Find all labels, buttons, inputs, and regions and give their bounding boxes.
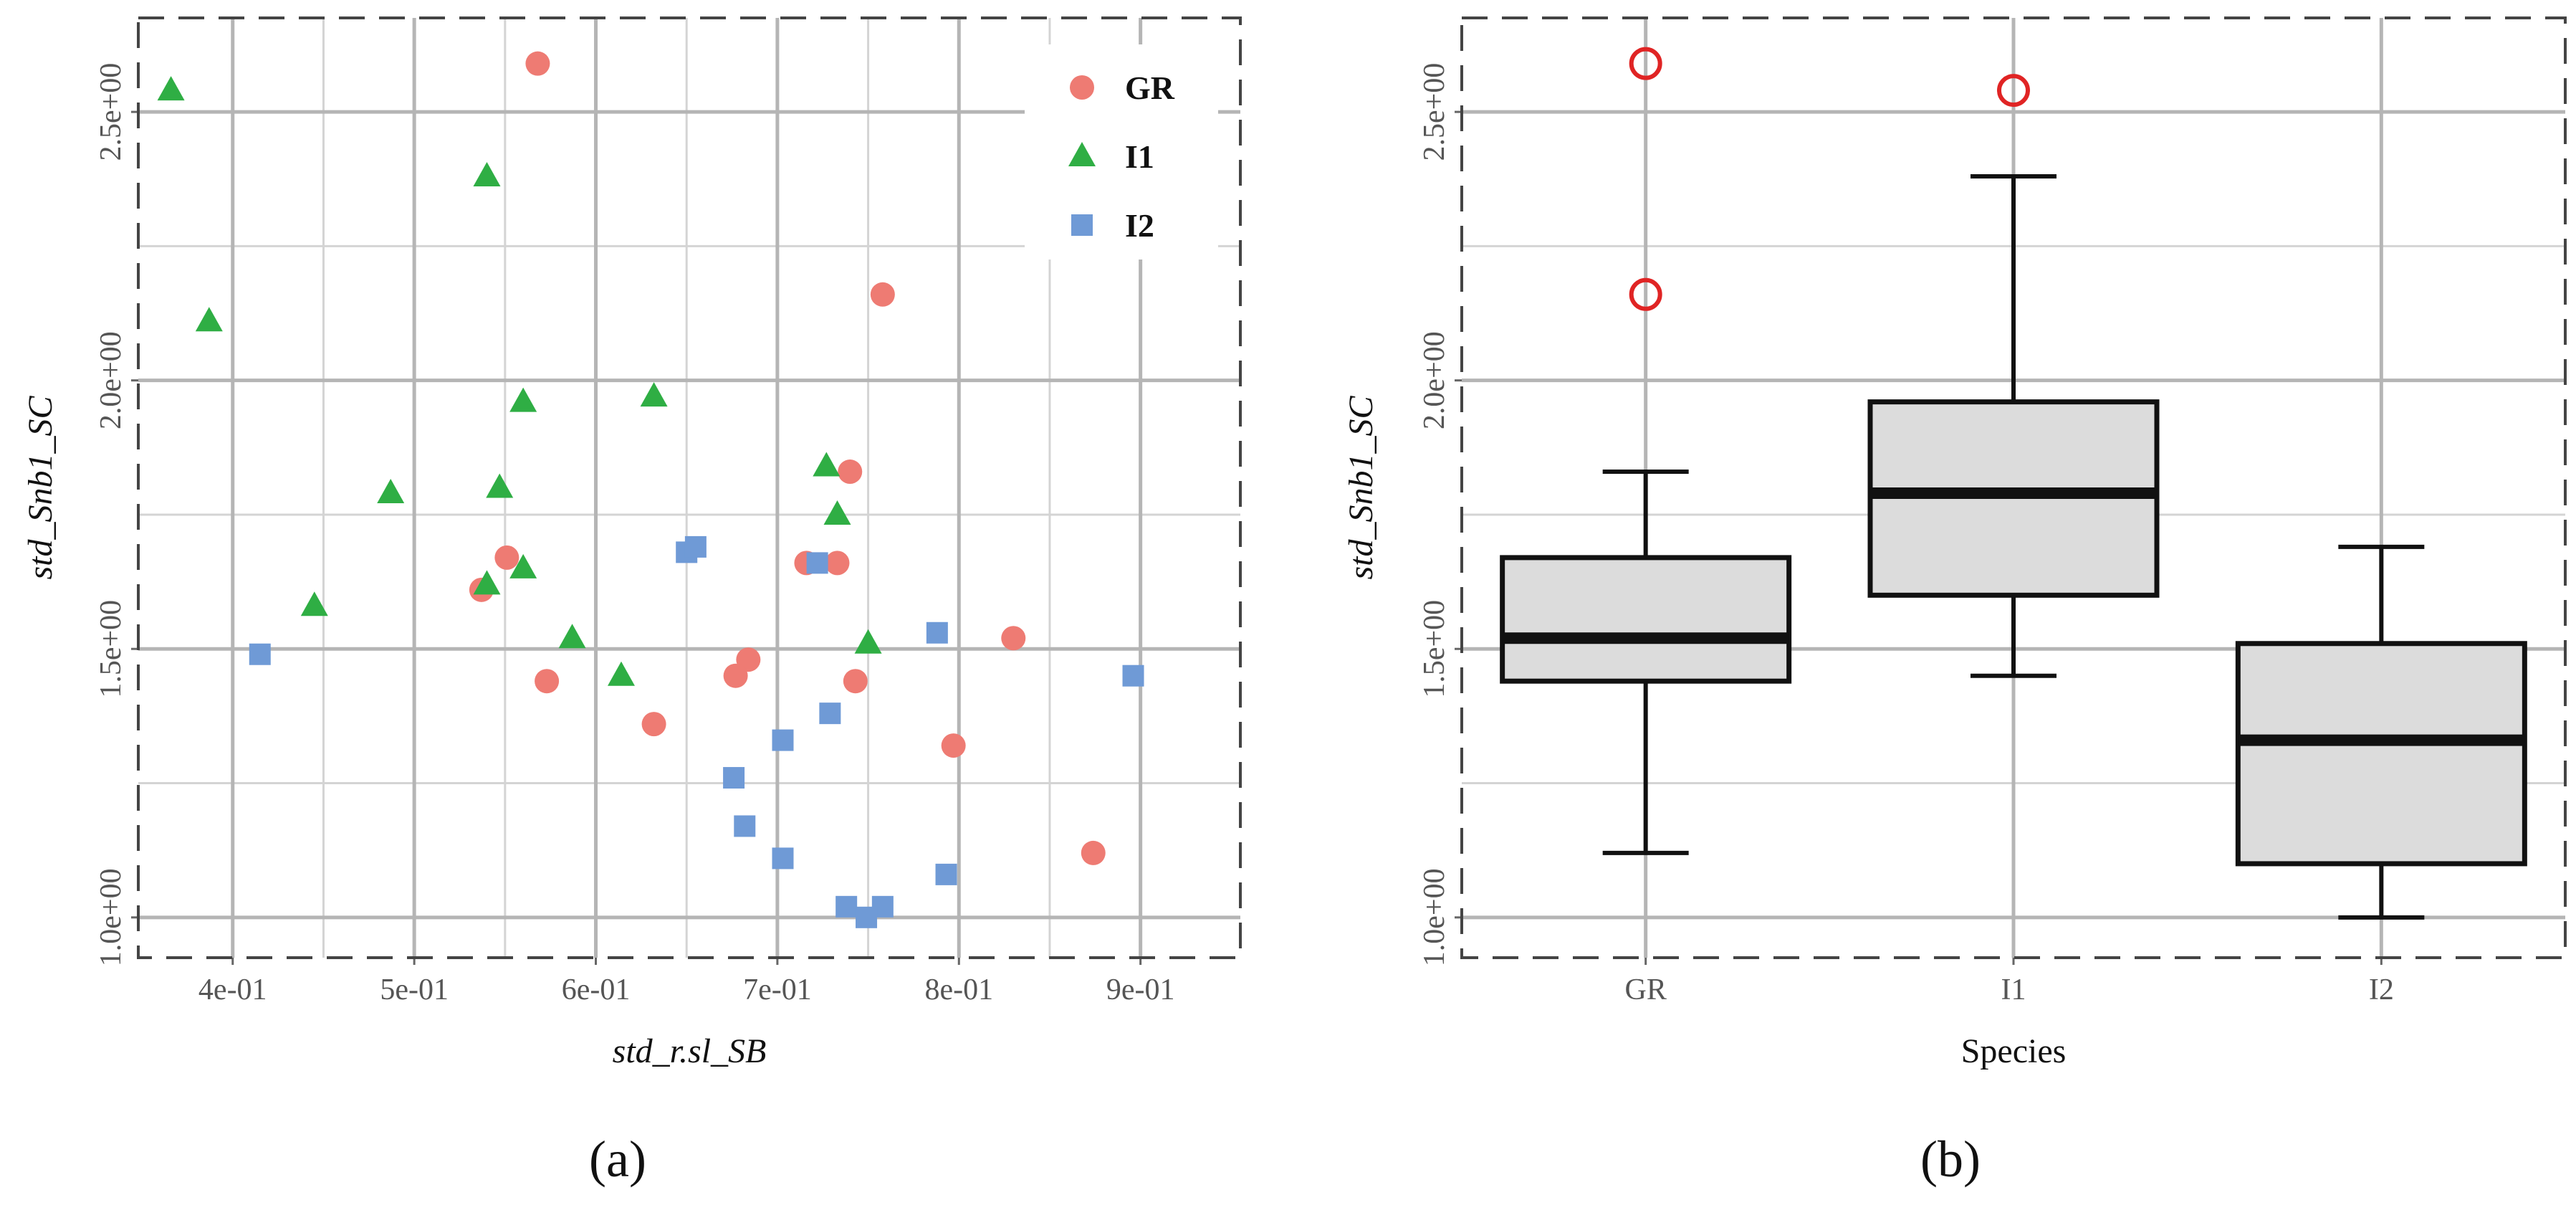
point-i1: [195, 307, 223, 332]
scatter-y-axis: 1.0e+00 1.5e+00 2.0e+00 2.5e+00: [95, 63, 138, 966]
point-gr: [825, 551, 850, 576]
x-tick-label: GR: [1624, 973, 1666, 1006]
box-iqr: [2235, 641, 2527, 867]
series-i1: [157, 76, 882, 686]
point-gr: [723, 663, 748, 688]
point-gr: [1081, 840, 1106, 865]
point-i2: [684, 535, 707, 558]
point-i1: [823, 500, 851, 525]
point-i2: [772, 729, 794, 751]
outlier-point: [1629, 47, 1662, 80]
x-tick-label: 4e-01: [198, 973, 267, 1006]
boxplot-boxes: [1500, 47, 2527, 920]
point-i1: [300, 591, 328, 616]
boxplot-x-axis-title: Species: [1961, 1032, 2067, 1070]
legend-label-i2: I2: [1125, 207, 1154, 244]
panel-label-a: (a): [589, 1130, 646, 1188]
x-tick-label: 5e-01: [380, 973, 449, 1006]
y-tick-label: 1.0e+00: [1418, 868, 1451, 966]
boxplot-y-axis-title: std_Snb1_SC: [1342, 396, 1380, 580]
x-tick-label: 8e-01: [924, 973, 993, 1006]
y-tick-label: 2.5e+00: [95, 63, 128, 161]
legend-label-i1: I1: [1125, 138, 1154, 175]
legend-background: [1025, 44, 1218, 259]
point-i1: [558, 624, 586, 649]
scatter-gridlines: [138, 18, 1240, 958]
boxplot-x-axis: GR I1 I2: [1624, 958, 2394, 1006]
scatter-plot-border: [137, 16, 1242, 959]
point-i1: [607, 661, 635, 686]
box-i1: [1867, 74, 2160, 678]
boxplot-plot-border: [1460, 16, 2567, 959]
legend-label-gr: GR: [1125, 70, 1175, 106]
point-i2: [806, 552, 828, 574]
box-gr: [1500, 47, 1792, 855]
point-gr: [1001, 626, 1026, 651]
x-tick-label: 7e-01: [743, 973, 812, 1006]
x-tick-label: 6e-01: [562, 973, 631, 1006]
point-i2: [935, 863, 957, 885]
point-i1: [473, 161, 501, 186]
legend-marker-i2: [1071, 214, 1093, 236]
outlier-point: [1629, 277, 1662, 311]
point-gr: [535, 669, 560, 694]
point-i1: [854, 629, 882, 654]
y-tick-label: 2.0e+00: [95, 331, 128, 429]
y-tick-label: 2.0e+00: [1418, 331, 1451, 429]
point-i1: [486, 473, 514, 498]
point-gr: [838, 459, 863, 485]
point-i1: [813, 452, 841, 477]
scatter-points: [157, 51, 1144, 928]
y-tick-label: 2.5e+00: [1418, 63, 1451, 161]
point-gr: [494, 545, 519, 570]
boxplot-panel: 1.0e+00 1.5e+00 2.0e+00 2.5e+00 GR I1 I2 Spec…: [1342, 16, 2567, 1188]
point-gr: [641, 712, 666, 737]
point-gr: [525, 51, 550, 76]
point-gr: [870, 282, 895, 307]
box-iqr: [1500, 555, 1792, 684]
point-gr: [941, 733, 966, 758]
point-gr: [843, 669, 868, 694]
boxplot-y-axis: 1.0e+00 1.5e+00 2.0e+00 2.5e+00: [1418, 63, 1462, 966]
outlier-point: [1997, 74, 2030, 108]
legend-marker-gr: [1070, 75, 1094, 100]
point-i1: [377, 478, 405, 503]
point-i2: [819, 702, 841, 725]
point-i2: [926, 621, 948, 644]
point-i1: [509, 553, 537, 578]
box-i2: [2235, 544, 2527, 920]
panel-label-b: (b): [1920, 1130, 1981, 1188]
point-i1: [509, 387, 537, 412]
y-tick-label: 1.0e+00: [95, 868, 128, 966]
scatter-panel: 1.0e+00 1.5e+00 2.0e+00 2.5e+00 4e-01 5e-01 6…: [21, 16, 1242, 1188]
y-tick-label: 1.5e+00: [95, 600, 128, 698]
x-tick-label: I1: [2001, 973, 2026, 1006]
point-i2: [249, 643, 271, 665]
point-i1: [157, 76, 185, 101]
point-i2: [835, 895, 858, 918]
legend: GR I1 I2: [1025, 44, 1218, 259]
scatter-y-axis-title: std_Snb1_SC: [21, 396, 59, 580]
point-i1: [473, 570, 501, 595]
series-i2: [249, 535, 1144, 928]
x-tick-label: 9e-01: [1106, 973, 1175, 1006]
point-i2: [856, 906, 878, 928]
point-i2: [772, 847, 794, 870]
scatter-x-axis: 4e-01 5e-01 6e-01 7e-01 8e-01 9e-01: [198, 958, 1175, 1006]
scatter-x-axis-title: std_r.sl_SB: [613, 1032, 767, 1070]
legend-marker-i1: [1068, 142, 1096, 166]
point-i2: [734, 815, 756, 837]
point-i2: [723, 767, 745, 789]
x-tick-label: I2: [2369, 973, 2394, 1006]
point-i2: [1122, 665, 1144, 687]
y-tick-label: 1.5e+00: [1418, 600, 1451, 698]
point-i1: [640, 382, 668, 407]
